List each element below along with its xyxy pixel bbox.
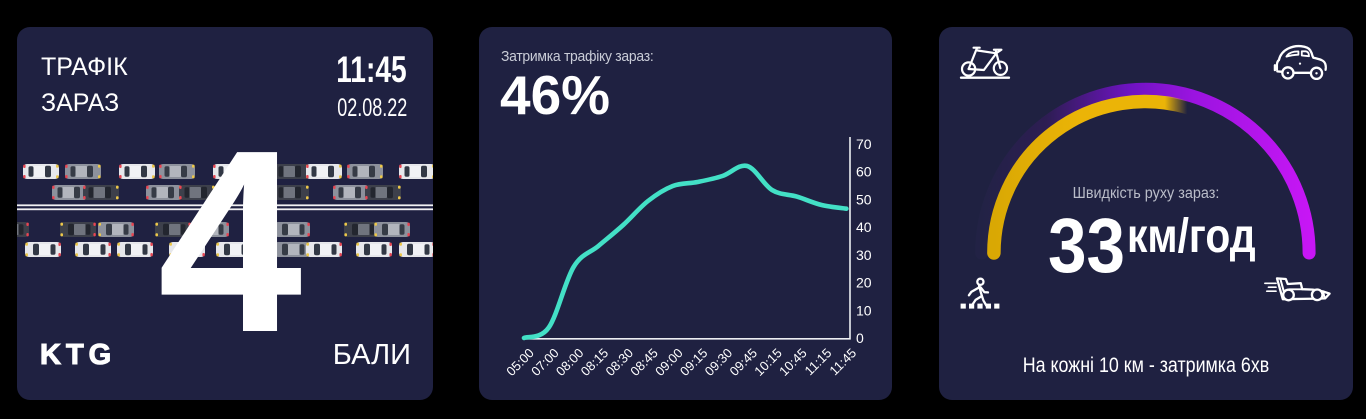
svg-text:70: 70 <box>856 136 872 152</box>
svg-text:30: 30 <box>856 247 872 263</box>
svg-text:11:45: 11:45 <box>826 345 859 378</box>
svg-text:40: 40 <box>856 219 872 235</box>
svg-text:50: 50 <box>856 192 872 208</box>
svg-text:11:15: 11:15 <box>802 345 835 378</box>
svg-text:05:00: 05:00 <box>503 345 537 379</box>
svg-text:10:15: 10:15 <box>751 345 785 379</box>
svg-text:09:30: 09:30 <box>702 345 736 379</box>
svg-text:0: 0 <box>856 330 864 346</box>
svg-text:60: 60 <box>856 164 872 180</box>
svg-text:08:00: 08:00 <box>553 345 587 379</box>
svg-text:08:30: 08:30 <box>602 345 636 379</box>
svg-text:09:15: 09:15 <box>677 345 711 379</box>
svg-text:09:00: 09:00 <box>652 345 686 379</box>
svg-text:08:15: 08:15 <box>578 345 612 379</box>
svg-text:10:45: 10:45 <box>776 345 810 379</box>
svg-text:20: 20 <box>856 275 872 291</box>
svg-text:09:45: 09:45 <box>726 345 760 379</box>
svg-text:10: 10 <box>856 302 872 318</box>
svg-text:08:45: 08:45 <box>627 345 661 379</box>
svg-text:07:00: 07:00 <box>528 345 562 379</box>
